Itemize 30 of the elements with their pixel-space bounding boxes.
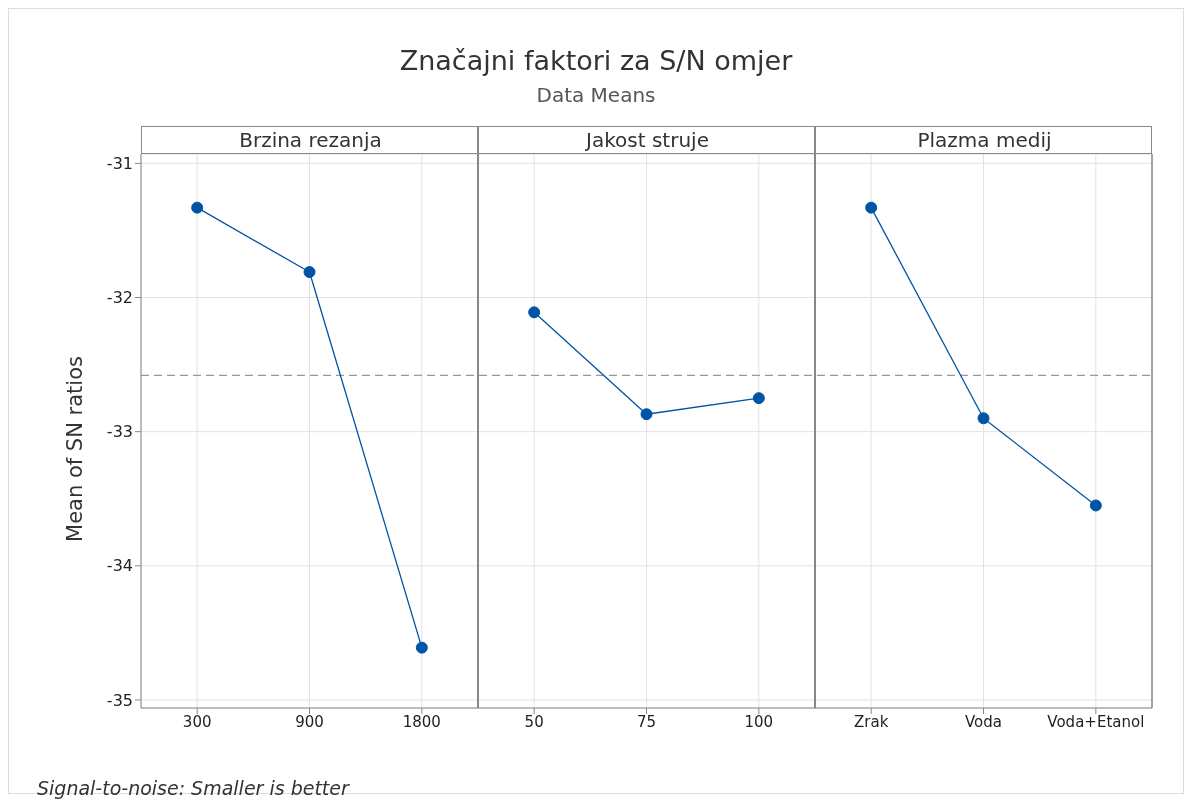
x-tick-label: 50 bbox=[524, 712, 544, 731]
x-tick-label: 300 bbox=[182, 712, 212, 731]
y-tick-label: -32 bbox=[106, 288, 133, 308]
chart-subtitle: Data Means bbox=[535, 83, 657, 107]
point bbox=[303, 266, 316, 279]
y-tick-label: -35 bbox=[106, 690, 133, 710]
x-tick-label: 900 bbox=[295, 712, 324, 731]
y-tick-label: -34 bbox=[106, 556, 133, 576]
point bbox=[640, 408, 653, 421]
x-tick-label: 1800 bbox=[402, 712, 441, 731]
text: Jakost struje bbox=[584, 127, 710, 153]
point bbox=[1089, 499, 1102, 512]
text: Plazma medij bbox=[916, 127, 1053, 153]
chart-title: Značajni faktori za S/N omjer bbox=[398, 45, 794, 76]
x-tick-label: 75 bbox=[636, 712, 657, 731]
x-tick-label: 100 bbox=[744, 712, 774, 731]
point bbox=[977, 412, 990, 425]
y-axis-title: Mean of SN ratios bbox=[63, 356, 87, 542]
x-tick-label: Voda+Etanol bbox=[1047, 712, 1145, 731]
y-tick-label: -31 bbox=[106, 154, 133, 174]
point bbox=[191, 201, 204, 214]
x-tick-label: Voda bbox=[965, 712, 1002, 731]
point bbox=[865, 201, 878, 214]
text: Brzina rezanja bbox=[238, 127, 383, 153]
point bbox=[528, 306, 541, 319]
point bbox=[415, 641, 428, 654]
text: Signal-to-noise: Smaller is better bbox=[37, 777, 349, 799]
y-tick-label: -33 bbox=[106, 422, 133, 442]
x-tick-label: Zrak bbox=[854, 712, 889, 731]
point bbox=[752, 392, 765, 405]
